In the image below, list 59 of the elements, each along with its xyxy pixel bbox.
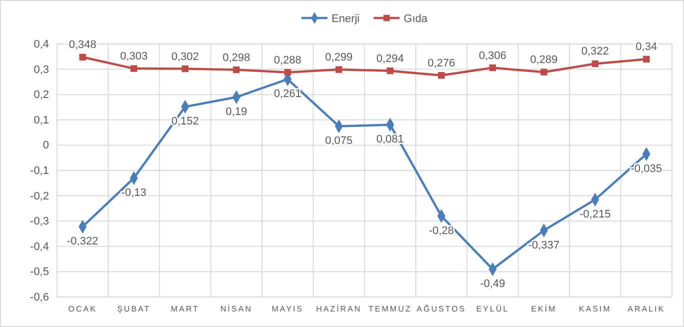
data-label: -0,28 <box>428 225 454 238</box>
data-label: 0,306 <box>478 50 506 62</box>
y-tick-label: -0,2 <box>30 190 49 202</box>
data-label: 0,289 <box>530 54 558 66</box>
x-tick-label: AĞUSTOS <box>416 304 466 314</box>
data-label: 0,303 <box>120 50 148 63</box>
x-tick-label: ŞUBAT <box>117 304 151 314</box>
point <box>438 72 445 79</box>
point <box>643 56 650 63</box>
data-label: 0,075 <box>325 135 353 148</box>
point <box>79 54 86 61</box>
legend-label: Enerji <box>332 13 360 25</box>
x-tick-label: EYLÜL <box>476 304 510 314</box>
data-label: 0,298 <box>222 52 250 64</box>
point <box>592 60 598 68</box>
x-tick-label: EKİM <box>531 304 557 314</box>
y-tick-label: 0,3 <box>34 64 49 76</box>
data-label: 0,34 <box>636 41 658 54</box>
data-label: 0,299 <box>325 52 353 64</box>
data-label: -0,337 <box>528 239 560 252</box>
data-label: 0,348 <box>68 39 96 52</box>
y-tick-label: 0,2 <box>34 89 49 102</box>
data-label: 0,276 <box>428 57 456 70</box>
data-label: 0,261 <box>274 88 302 100</box>
x-tick-label: TEMMUZ <box>368 304 412 314</box>
point <box>386 67 394 74</box>
data-label: -0,035 <box>630 163 662 176</box>
point <box>284 68 291 76</box>
point <box>233 66 240 74</box>
point <box>540 68 548 76</box>
y-tick-label: -0,3 <box>30 216 49 228</box>
legend-label: Gıda <box>404 13 428 25</box>
x-tick-label: HAZİRAN <box>316 304 362 314</box>
x-tick-label: KASIM <box>578 304 612 314</box>
y-tick-label: -0,1 <box>30 165 49 178</box>
data-label: -0,49 <box>480 278 506 290</box>
data-label: -0,13 <box>121 187 146 200</box>
data-label: 0,302 <box>171 50 199 63</box>
point <box>336 66 342 73</box>
data-label: 0,288 <box>274 54 302 66</box>
y-tick-label: -0,6 <box>30 292 49 304</box>
data-label: 0,19 <box>226 106 248 118</box>
point <box>489 64 496 72</box>
x-tick-label: ARALIK <box>628 304 666 314</box>
data-label: -0,322 <box>67 236 98 248</box>
x-tick-label: NİSAN <box>220 304 252 314</box>
y-tick-label: -0,4 <box>30 240 49 253</box>
y-tick-label: 0,4 <box>34 38 49 51</box>
y-tick-label: -0,5 <box>30 266 49 278</box>
y-tick-label: 0 <box>42 140 49 152</box>
data-label: -0,215 <box>580 208 611 221</box>
data-label: 0,322 <box>581 46 609 58</box>
point <box>130 65 138 72</box>
point <box>182 65 188 72</box>
x-tick-label: OCAK <box>68 304 97 314</box>
x-tick-label: MART <box>170 304 200 314</box>
y-tick-label: 0,1 <box>34 114 49 126</box>
x-tick-label: MAYIS <box>272 304 304 314</box>
data-label: 0,294 <box>376 52 404 65</box>
